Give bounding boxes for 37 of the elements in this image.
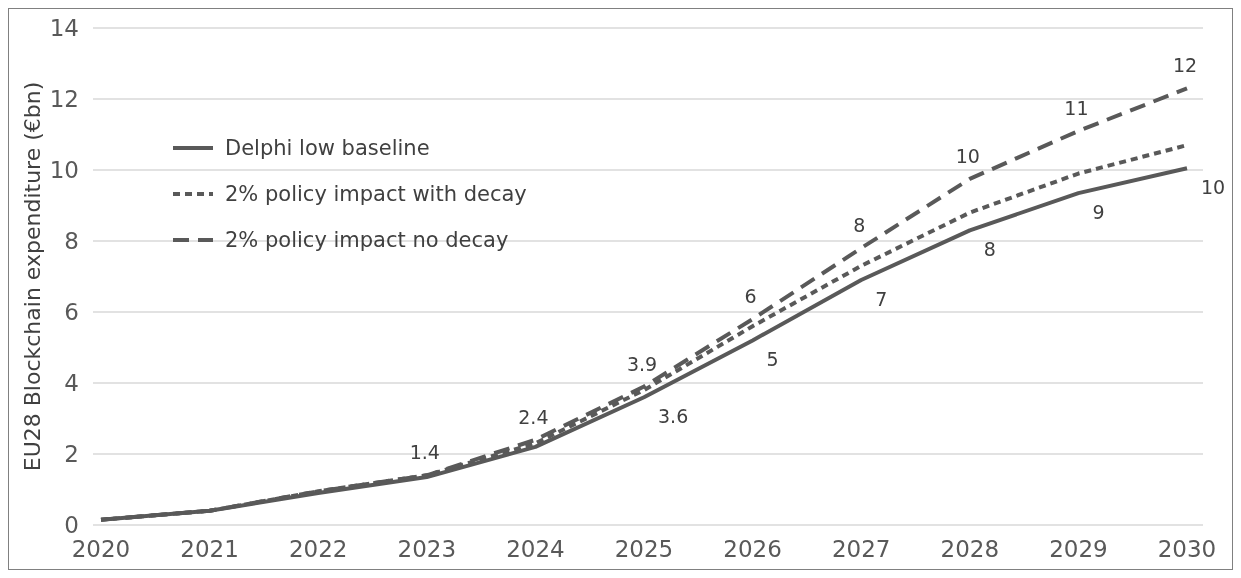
data-label: 10 [955, 144, 980, 167]
data-label: 1.4 [409, 441, 440, 464]
data-label: 2.4 [518, 405, 549, 428]
y-tick-label: 0 [64, 512, 79, 539]
x-tick-label: 2024 [506, 536, 565, 562]
data-label: 12 [1172, 54, 1198, 77]
data-label: 9 [1092, 201, 1105, 224]
data-label: 8 [983, 238, 996, 261]
x-tick-label: 2027 [831, 536, 891, 562]
data-label: 7 [875, 288, 888, 311]
data-label: 10 [1201, 176, 1226, 199]
x-tick-label: 2023 [397, 536, 457, 562]
y-axis-title: EU28 Blockchain expenditure (€bn) [20, 81, 45, 472]
x-tick-label: 2022 [288, 536, 348, 562]
data-label: 3.9 [626, 352, 658, 375]
y-tick-label: 4 [64, 370, 79, 397]
x-tick-label: 2021 [180, 536, 239, 562]
y-tick-label: 12 [49, 86, 79, 113]
y-tick-label: 14 [49, 15, 79, 42]
y-tick-label: 2 [64, 441, 79, 468]
x-tick-label: 2025 [614, 536, 674, 562]
x-tick-label: 2030 [1157, 536, 1217, 562]
data-label: 11 [1064, 96, 1089, 119]
legend-label: Delphi low baseline [225, 136, 430, 161]
legend-label: 2% policy impact no decay [225, 228, 509, 253]
x-tick-label: 2026 [723, 536, 782, 562]
data-label: 6 [744, 285, 757, 308]
y-tick-label: 6 [64, 299, 79, 326]
x-tick-label: 2020 [71, 536, 131, 562]
y-tick-label: 8 [64, 228, 79, 255]
data-label: 5 [766, 348, 779, 371]
data-label: 3.6 [658, 405, 689, 428]
x-tick-label: 2029 [1049, 536, 1108, 562]
data-label: 8 [853, 214, 866, 237]
x-tick-label: 2028 [940, 536, 1000, 562]
legend-label: 2% policy impact with decay [225, 182, 527, 207]
y-tick-label: 10 [49, 157, 79, 184]
